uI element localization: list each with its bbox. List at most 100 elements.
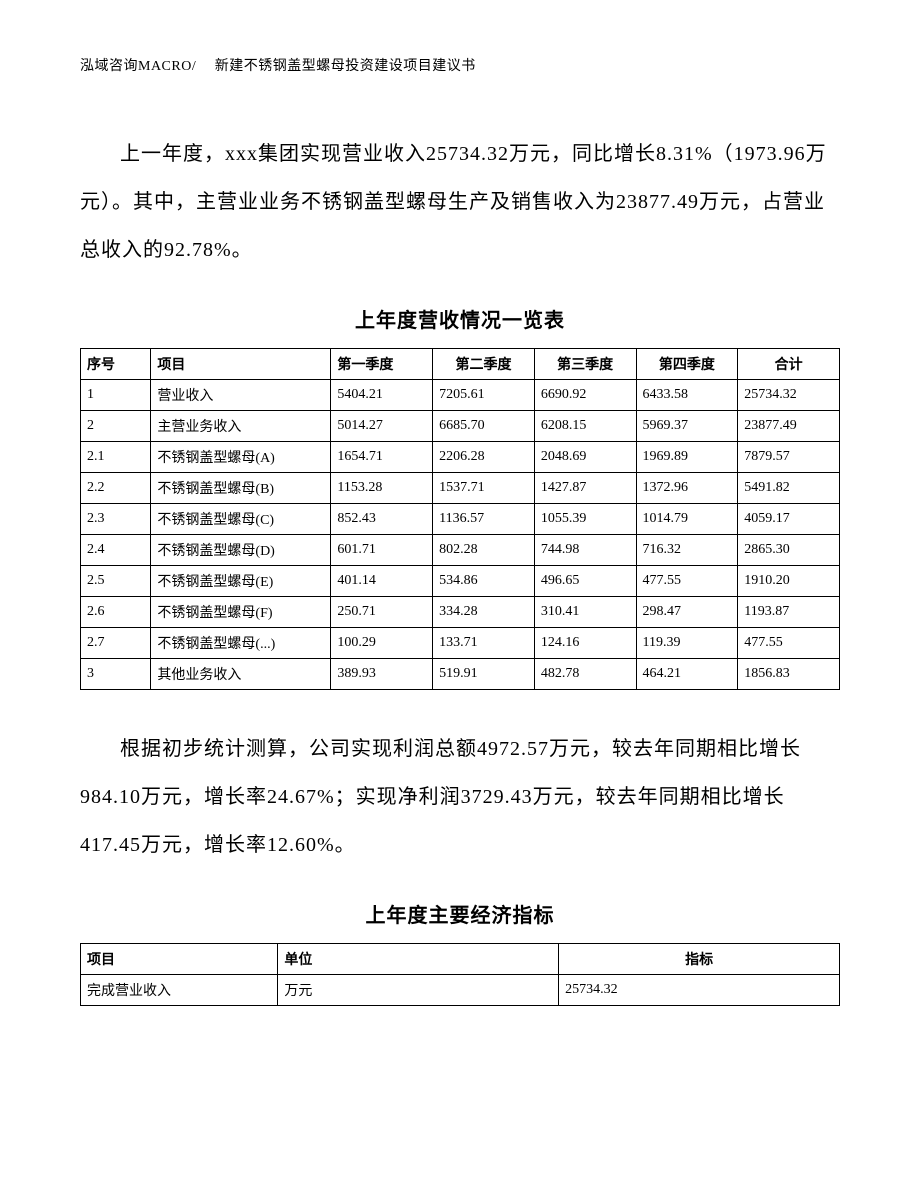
economic-indicator-table: 项目 单位 指标 完成营业收入万元25734.32 — [80, 943, 840, 1006]
table-cell: 2.1 — [81, 442, 151, 473]
table-row: 2.1不锈钢盖型螺母(A)1654.712206.282048.691969.8… — [81, 442, 840, 473]
table-cell: 主营业务收入 — [151, 411, 331, 442]
table-cell: 601.71 — [331, 535, 433, 566]
table-cell: 2865.30 — [738, 535, 840, 566]
table-cell: 2.7 — [81, 628, 151, 659]
table-cell: 其他业务收入 — [151, 659, 331, 690]
col-q1: 第一季度 — [331, 349, 433, 380]
col-q4: 第四季度 — [636, 349, 738, 380]
table-cell: 7205.61 — [433, 380, 535, 411]
table-cell: 25734.32 — [738, 380, 840, 411]
table-cell: 5969.37 — [636, 411, 738, 442]
table-row: 1营业收入5404.217205.616690.926433.5825734.3… — [81, 380, 840, 411]
table-cell: 1537.71 — [433, 473, 535, 504]
table-cell: 1014.79 — [636, 504, 738, 535]
table-cell: 6208.15 — [534, 411, 636, 442]
table-cell: 不锈钢盖型螺母(F) — [151, 597, 331, 628]
col-item: 项目 — [81, 944, 278, 975]
table-cell: 5014.27 — [331, 411, 433, 442]
table-cell: 1193.87 — [738, 597, 840, 628]
revenue-table: 序号 项目 第一季度 第二季度 第三季度 第四季度 合计 1营业收入5404.2… — [80, 348, 840, 690]
table-cell: 119.39 — [636, 628, 738, 659]
col-seq: 序号 — [81, 349, 151, 380]
table-cell: 2 — [81, 411, 151, 442]
table-cell: 不锈钢盖型螺母(D) — [151, 535, 331, 566]
table-row: 2.7不锈钢盖型螺母(...)100.29133.71124.16119.394… — [81, 628, 840, 659]
table-cell: 2.3 — [81, 504, 151, 535]
table2-title: 上年度主要经济指标 — [80, 899, 840, 928]
paragraph-2: 根据初步统计测算，公司实现利润总额4972.57万元，较去年同期相比增长984.… — [80, 725, 840, 869]
table-row: 3其他业务收入389.93519.91482.78464.211856.83 — [81, 659, 840, 690]
col-indicator: 指标 — [559, 944, 840, 975]
table-cell: 1 — [81, 380, 151, 411]
table-cell: 23877.49 — [738, 411, 840, 442]
table-cell: 6690.92 — [534, 380, 636, 411]
table-row: 2.4不锈钢盖型螺母(D)601.71802.28744.98716.32286… — [81, 535, 840, 566]
table-cell: 852.43 — [331, 504, 433, 535]
col-q3: 第三季度 — [534, 349, 636, 380]
table-cell: 389.93 — [331, 659, 433, 690]
table-cell: 1372.96 — [636, 473, 738, 504]
table-cell: 2206.28 — [433, 442, 535, 473]
table-cell: 250.71 — [331, 597, 433, 628]
table-cell: 716.32 — [636, 535, 738, 566]
table-cell: 5404.21 — [331, 380, 433, 411]
col-unit: 单位 — [278, 944, 559, 975]
table-cell: 519.91 — [433, 659, 535, 690]
table-row: 2.5不锈钢盖型螺母(E)401.14534.86496.65477.55191… — [81, 566, 840, 597]
table-cell: 不锈钢盖型螺母(C) — [151, 504, 331, 535]
table-header-row: 项目 单位 指标 — [81, 944, 840, 975]
table-cell: 477.55 — [636, 566, 738, 597]
table-cell: 534.86 — [433, 566, 535, 597]
page-header: 泓域咨询MACRO/ 新建不锈钢盖型螺母投资建设项目建议书 — [80, 55, 840, 75]
table-cell: 1856.83 — [738, 659, 840, 690]
table-cell: 3 — [81, 659, 151, 690]
table-cell: 不锈钢盖型螺母(...) — [151, 628, 331, 659]
table-cell: 不锈钢盖型螺母(B) — [151, 473, 331, 504]
table-cell: 464.21 — [636, 659, 738, 690]
table-cell: 100.29 — [331, 628, 433, 659]
table-cell: 124.16 — [534, 628, 636, 659]
table-cell: 1969.89 — [636, 442, 738, 473]
table-cell: 5491.82 — [738, 473, 840, 504]
table-cell: 不锈钢盖型螺母(A) — [151, 442, 331, 473]
table-cell: 482.78 — [534, 659, 636, 690]
paragraph-1: 上一年度，xxx集团实现营业收入25734.32万元，同比增长8.31%（197… — [80, 130, 840, 274]
table-cell: 4059.17 — [738, 504, 840, 535]
table-cell: 401.14 — [331, 566, 433, 597]
table-cell: 310.41 — [534, 597, 636, 628]
table-header-row: 序号 项目 第一季度 第二季度 第三季度 第四季度 合计 — [81, 349, 840, 380]
table-cell: 298.47 — [636, 597, 738, 628]
table-cell: 133.71 — [433, 628, 535, 659]
table-row: 2.2不锈钢盖型螺母(B)1153.281537.711427.871372.9… — [81, 473, 840, 504]
table-cell: 6433.58 — [636, 380, 738, 411]
col-q2: 第二季度 — [433, 349, 535, 380]
table-cell: 2.6 — [81, 597, 151, 628]
table-cell: 2.2 — [81, 473, 151, 504]
table-cell: 477.55 — [738, 628, 840, 659]
table-row: 2.6不锈钢盖型螺母(F)250.71334.28310.41298.47119… — [81, 597, 840, 628]
table-cell: 不锈钢盖型螺母(E) — [151, 566, 331, 597]
table-cell: 744.98 — [534, 535, 636, 566]
col-total: 合计 — [738, 349, 840, 380]
table-cell: 1654.71 — [331, 442, 433, 473]
table-cell: 营业收入 — [151, 380, 331, 411]
table-row: 2主营业务收入5014.276685.706208.155969.3723877… — [81, 411, 840, 442]
table-cell: 2048.69 — [534, 442, 636, 473]
table-row: 2.3不锈钢盖型螺母(C)852.431136.571055.391014.79… — [81, 504, 840, 535]
table-cell: 1153.28 — [331, 473, 433, 504]
table-cell: 2.5 — [81, 566, 151, 597]
table-cell: 1055.39 — [534, 504, 636, 535]
table1-title: 上年度营收情况一览表 — [80, 304, 840, 333]
table-row: 完成营业收入万元25734.32 — [81, 975, 840, 1006]
table-cell: 1427.87 — [534, 473, 636, 504]
table-cell: 25734.32 — [559, 975, 840, 1006]
col-item: 项目 — [151, 349, 331, 380]
table-cell: 496.65 — [534, 566, 636, 597]
table-cell: 万元 — [278, 975, 559, 1006]
table-cell: 334.28 — [433, 597, 535, 628]
table-cell: 802.28 — [433, 535, 535, 566]
table-cell: 1910.20 — [738, 566, 840, 597]
table-cell: 1136.57 — [433, 504, 535, 535]
table-cell: 7879.57 — [738, 442, 840, 473]
